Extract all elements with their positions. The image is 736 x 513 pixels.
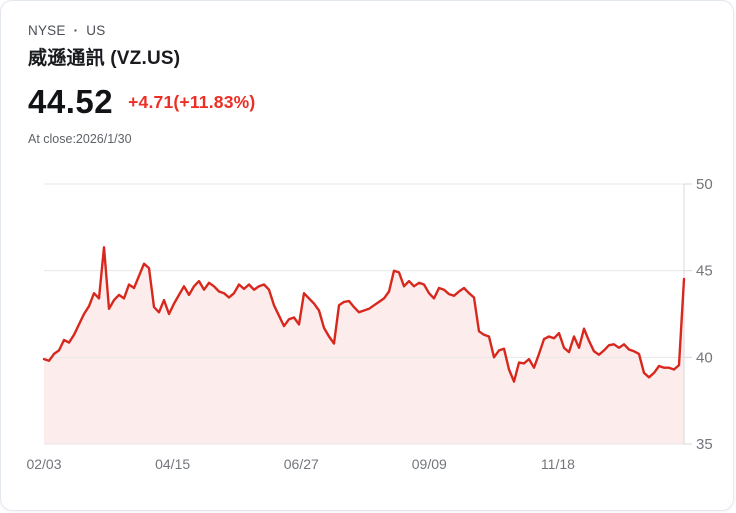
x-axis-label: 09/09 xyxy=(412,456,447,472)
exchange-label: NYSE xyxy=(28,23,66,38)
region-label: US xyxy=(86,23,106,38)
exchange-row: NYSE · US xyxy=(28,23,733,38)
stock-name: 威遜通訊 (VZ.US) xyxy=(28,48,181,69)
y-axis-label: 45 xyxy=(696,263,713,280)
last-price: 44.52 xyxy=(28,83,114,120)
x-axis-label: 04/15 xyxy=(155,456,190,472)
y-axis-label: 35 xyxy=(696,436,713,453)
as-of-timestamp: At close:2026/1/30 xyxy=(28,132,132,146)
quote-header: NYSE · US 威遜通訊 (VZ.US) 44.52 +4.71(+11.8… xyxy=(1,1,733,146)
price-change: +4.71(+11.83%) xyxy=(128,92,256,112)
price-line xyxy=(42,246,686,383)
x-axis-label: 02/03 xyxy=(26,456,61,472)
x-axis-label: 11/18 xyxy=(541,456,575,472)
y-axis-label: 40 xyxy=(696,349,713,366)
area-fill xyxy=(44,247,684,444)
y-axis-label: 50 xyxy=(696,176,713,193)
x-axis-label: 06/27 xyxy=(284,456,319,472)
price-row: 44.52 +4.71(+11.83%) xyxy=(28,85,733,118)
separator-dot: · xyxy=(73,23,79,38)
